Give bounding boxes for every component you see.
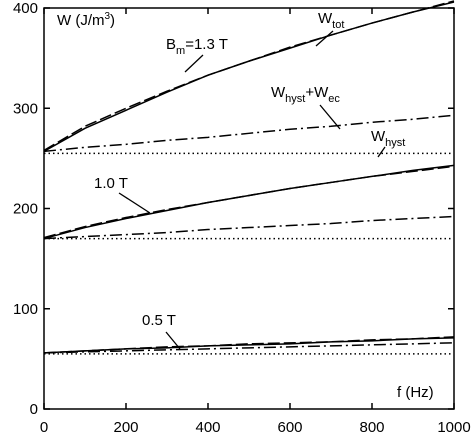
- annotation: 0.5 T: [142, 312, 176, 329]
- annotation-part: 1.0 T: [94, 175, 128, 192]
- x-tick-label: 800: [359, 419, 384, 436]
- series-line: [43, 336, 455, 354]
- annotation: f (Hz): [397, 384, 434, 401]
- leader-line: [165, 331, 181, 350]
- leader-line: [377, 146, 386, 158]
- y-tick-label: 400: [13, 0, 38, 17]
- annotation: Whyst: [371, 128, 405, 149]
- annotation-part: B: [166, 36, 176, 53]
- y-tick-label: 0: [30, 401, 38, 418]
- annotation: Whyst+Wec: [271, 84, 340, 105]
- annotation-part: ): [110, 12, 115, 29]
- annotation: 1.0 T: [94, 175, 128, 192]
- x-tick-label: 400: [195, 419, 220, 436]
- annotation-part: W (J/m: [57, 12, 104, 29]
- series-line: [43, 1, 455, 153]
- leader-line: [184, 54, 204, 73]
- plot-frame: [43, 7, 455, 410]
- annotation-part: W: [318, 10, 333, 27]
- annotation: Bm=1.3 T: [166, 36, 228, 57]
- leader-line: [319, 104, 341, 130]
- annotation-part: W: [271, 84, 286, 101]
- series-line: [43, 342, 455, 354]
- annotation-part: ec: [328, 93, 340, 105]
- y-tick-label: 300: [13, 100, 38, 117]
- y-tick-label: 100: [13, 301, 38, 318]
- x-tick-label: 600: [277, 419, 302, 436]
- annotation: Wtot: [318, 10, 344, 31]
- annotation-part: =1.3 T: [185, 36, 228, 53]
- y-tick-label: 200: [13, 201, 38, 218]
- annotation-part: W: [371, 128, 386, 145]
- annotation-part: m: [176, 45, 185, 57]
- x-tick-label: 200: [113, 419, 138, 436]
- x-tick-label: 0: [40, 419, 48, 436]
- annotation: W (J/m3): [57, 11, 115, 29]
- x-tick-label: 1000: [437, 419, 470, 436]
- series-line: [43, 0, 455, 152]
- annotation-part: f (Hz): [397, 384, 434, 401]
- series-line: [43, 165, 455, 239]
- leader-line: [315, 30, 334, 47]
- annotation-part: hyst: [385, 137, 405, 149]
- series-line: [43, 215, 455, 240]
- leader-line: [118, 192, 151, 214]
- annotation-part: 3: [104, 11, 110, 22]
- series-line: [43, 114, 455, 153]
- annotation-part: 0.5 T: [142, 312, 176, 329]
- series-line: [43, 337, 455, 354]
- annotation-part: tot: [332, 19, 344, 31]
- annotation-part: +W: [305, 84, 329, 101]
- annotation-part: hyst: [285, 93, 305, 105]
